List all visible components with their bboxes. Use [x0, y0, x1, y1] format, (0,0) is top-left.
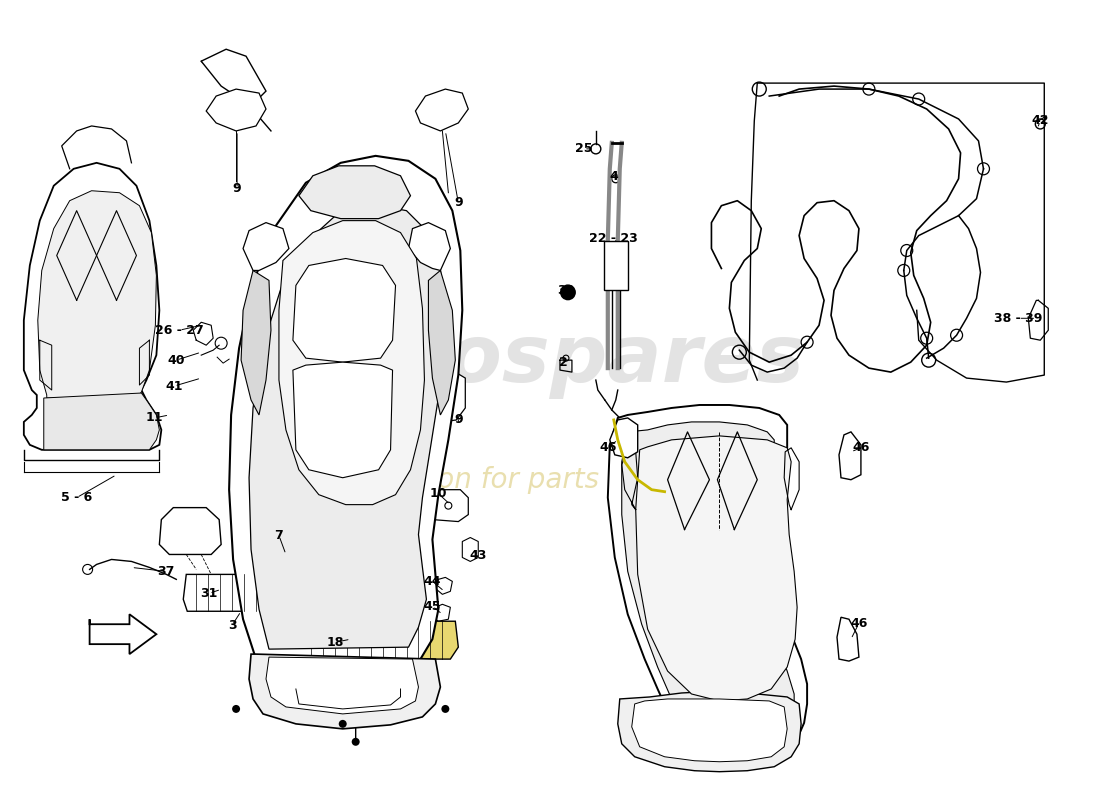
Polygon shape — [241, 270, 271, 415]
Polygon shape — [839, 432, 861, 480]
Polygon shape — [249, 654, 440, 729]
Text: 11: 11 — [145, 411, 163, 425]
Polygon shape — [206, 89, 266, 131]
Polygon shape — [631, 699, 788, 762]
Circle shape — [339, 720, 346, 728]
Text: 2: 2 — [559, 356, 568, 369]
Circle shape — [425, 697, 432, 705]
Polygon shape — [408, 222, 450, 270]
Polygon shape — [416, 89, 469, 131]
Polygon shape — [462, 538, 478, 562]
Polygon shape — [293, 258, 396, 362]
Text: 31: 31 — [200, 587, 218, 600]
Text: 4: 4 — [609, 170, 618, 183]
Polygon shape — [636, 436, 798, 701]
Circle shape — [352, 738, 360, 746]
Polygon shape — [621, 422, 794, 749]
Text: 40: 40 — [167, 354, 185, 366]
Polygon shape — [266, 657, 418, 714]
Text: 42: 42 — [1032, 114, 1049, 127]
Text: 41: 41 — [166, 379, 183, 393]
Text: 45: 45 — [424, 600, 441, 613]
Text: 38 - 39: 38 - 39 — [994, 312, 1043, 325]
Polygon shape — [299, 622, 459, 659]
Polygon shape — [293, 362, 393, 478]
Polygon shape — [608, 405, 807, 764]
Polygon shape — [243, 222, 289, 270]
Circle shape — [232, 705, 240, 713]
Text: 25: 25 — [575, 142, 593, 155]
Polygon shape — [837, 618, 859, 661]
Polygon shape — [299, 166, 410, 218]
Polygon shape — [44, 393, 160, 450]
Polygon shape — [279, 221, 425, 505]
Text: 5 - 6: 5 - 6 — [60, 491, 92, 504]
Text: 18: 18 — [327, 636, 344, 649]
Polygon shape — [249, 205, 444, 649]
Text: 7: 7 — [275, 529, 284, 542]
Polygon shape — [160, 508, 221, 554]
Text: 9: 9 — [233, 182, 241, 195]
Text: 46: 46 — [852, 442, 870, 454]
Polygon shape — [37, 190, 156, 398]
Polygon shape — [184, 574, 345, 611]
Polygon shape — [609, 418, 638, 458]
Polygon shape — [201, 50, 266, 106]
Text: 37: 37 — [157, 565, 175, 578]
Text: eurospares: eurospares — [296, 321, 804, 399]
Polygon shape — [229, 156, 462, 659]
Polygon shape — [89, 614, 156, 654]
Text: 30: 30 — [558, 284, 574, 297]
Text: 46: 46 — [850, 617, 868, 630]
Polygon shape — [24, 163, 162, 450]
Text: 46: 46 — [600, 442, 616, 454]
Text: a passion for parts since 1985: a passion for parts since 1985 — [340, 466, 760, 494]
Text: 9: 9 — [454, 414, 463, 426]
Polygon shape — [432, 372, 465, 422]
Polygon shape — [428, 490, 469, 522]
Text: 9: 9 — [454, 196, 463, 209]
Circle shape — [560, 285, 576, 300]
Text: 10: 10 — [430, 487, 447, 500]
Polygon shape — [233, 530, 311, 567]
Text: 44: 44 — [424, 575, 441, 588]
Polygon shape — [604, 241, 628, 290]
Circle shape — [441, 705, 450, 713]
Text: 22 - 23: 22 - 23 — [590, 232, 638, 245]
Polygon shape — [618, 691, 801, 772]
Text: 26 - 27: 26 - 27 — [155, 324, 204, 337]
Polygon shape — [428, 270, 455, 415]
Text: 43: 43 — [470, 549, 487, 562]
Text: 3: 3 — [228, 618, 236, 632]
